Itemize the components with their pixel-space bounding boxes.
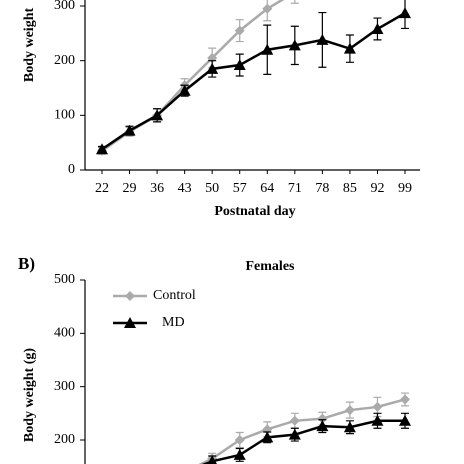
x-axis-label: Postnatal day [214,204,295,219]
x-tick-label: 92 [370,181,384,196]
marker [233,59,246,71]
x-tick-label: 57 [233,181,247,196]
series-line [101,12,406,151]
marker [316,420,329,432]
marker [261,431,274,443]
marker [207,455,217,464]
y-tick-label: 200 [54,432,75,447]
plot-area [198,392,411,464]
x-tick-label: 50 [205,181,219,196]
x-tick-label: 78 [315,181,329,196]
marker [289,415,300,426]
x-tick-label: 64 [260,181,274,196]
panel-label: B) [18,254,35,273]
plot-area [96,0,411,156]
marker [317,413,328,424]
legend-label: Control [153,288,196,303]
marker [151,109,164,121]
y-tick-label: 300 [54,0,75,13]
x-tick-label: 71 [288,181,302,196]
y-tick-label: 300 [54,379,75,394]
y-tick-label: 0 [68,162,75,177]
marker [124,317,136,328]
marker [343,42,356,54]
marker [316,33,329,45]
error-bar [290,0,299,4]
marker [371,22,384,34]
x-tick-label: 99 [398,181,412,196]
marker [288,39,301,51]
x-tick-label: 43 [178,181,192,196]
marker [343,421,356,433]
y-tick-label: 200 [54,53,75,68]
marker [262,3,273,14]
marker [399,7,411,19]
marker [123,124,136,136]
marker [96,143,108,155]
marker [234,435,245,445]
marker [206,62,219,74]
x-tick-label: 22 [95,181,109,196]
y-axis-label: Body weight (g) [22,348,37,442]
marker [372,401,383,412]
marker [371,414,384,426]
marker [261,43,274,55]
marker [288,428,301,440]
x-tick-label: 29 [123,181,137,196]
marker [178,84,191,96]
marker [344,405,355,416]
y-tick-label: 100 [54,108,75,123]
marker [125,291,135,301]
marker [234,25,245,36]
marker [399,414,411,426]
chart-title: Females [246,259,296,274]
x-tick-label: 85 [343,181,357,196]
y-axis-label: Body weight [22,8,37,83]
x-tick-label: 36 [150,181,164,196]
marker [400,394,410,405]
legend-label: MD [162,315,185,330]
marker [233,448,246,460]
y-tick-label: 400 [54,326,75,341]
y-tick-label: 500 [54,272,75,287]
